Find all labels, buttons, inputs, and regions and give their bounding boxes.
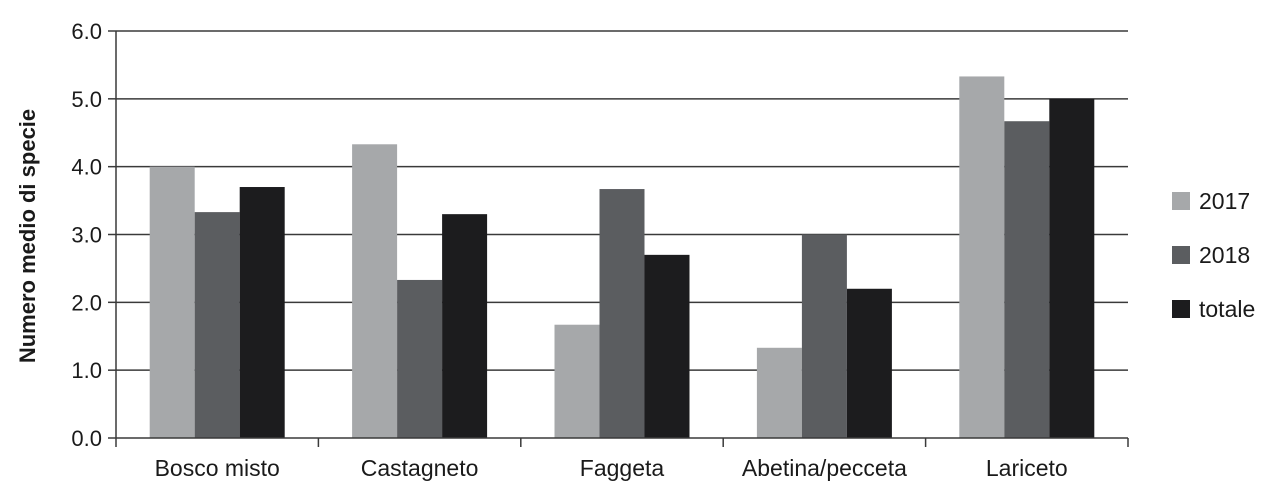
x-tick-label: Lariceto xyxy=(986,455,1068,481)
y-tick-label: 3.0 xyxy=(71,223,102,248)
legend: 2017 2018 totale xyxy=(1172,188,1255,322)
bar-totale-4 xyxy=(1049,98,1095,438)
bar-totale-1 xyxy=(442,214,488,438)
legend-swatch-2017 xyxy=(1172,192,1190,210)
bar-2017-2 xyxy=(554,324,600,438)
legend-label-2017: 2017 xyxy=(1199,188,1250,214)
tick-labels: 0.0 1.0 2.0 3.0 4.0 5.0 6.0 Bosco misto Castagne… xyxy=(71,19,1067,481)
bars xyxy=(149,76,1095,439)
x-tick-label: Castagneto xyxy=(361,455,479,481)
legend-label-totale: totale xyxy=(1199,296,1255,322)
bar-2018-4 xyxy=(1004,121,1050,439)
bar-totale-2 xyxy=(644,254,690,438)
y-tick-label: 1.0 xyxy=(71,358,102,383)
y-tick-label: 5.0 xyxy=(71,87,102,112)
legend-swatch-2018 xyxy=(1172,246,1190,264)
bar-2018-1 xyxy=(397,279,443,438)
y-tick-label: 0.0 xyxy=(71,426,102,451)
legend-swatch-totale xyxy=(1172,300,1190,318)
bar-totale-0 xyxy=(239,187,285,438)
bar-2017-4 xyxy=(959,76,1005,438)
axes xyxy=(108,30,1129,447)
y-tick-label: 6.0 xyxy=(71,19,102,44)
bar-2018-2 xyxy=(599,189,645,438)
bar-totale-3 xyxy=(846,288,892,438)
bar-2018-0 xyxy=(194,212,240,438)
x-tick-label: Abetina/pecceta xyxy=(742,455,907,481)
y-tick-label: 4.0 xyxy=(71,155,102,180)
x-tick-label: Bosco misto xyxy=(155,455,280,481)
bar-2017-1 xyxy=(352,144,398,438)
y-tick-label: 2.0 xyxy=(71,290,102,315)
bar-2017-3 xyxy=(756,347,802,438)
x-tick-label: Faggeta xyxy=(580,455,665,481)
bar-2018-3 xyxy=(801,234,847,438)
y-axis-label: Numero medio di specie xyxy=(15,109,40,363)
legend-label-2018: 2018 xyxy=(1199,242,1250,268)
bar-2017-0 xyxy=(149,166,195,438)
